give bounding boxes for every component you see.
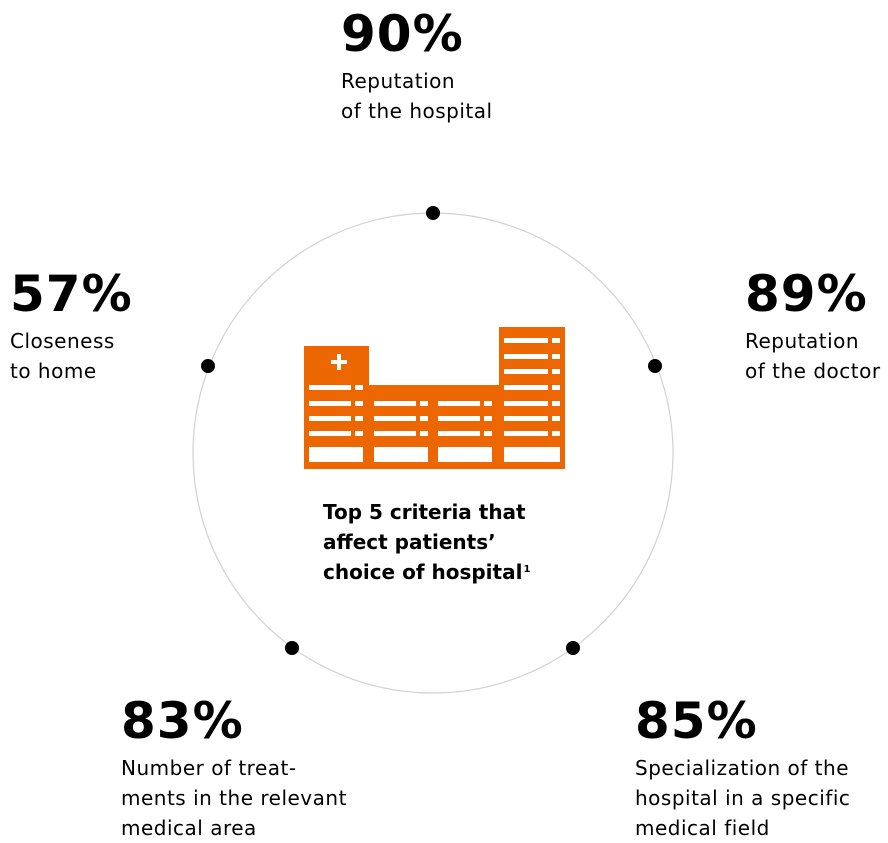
center-title-line: affect patients’ [323,530,496,554]
criterion-percent: 89% [745,265,868,323]
criterion-label-line: of the doctor [745,359,881,383]
criterion-label-line: ments in the relevant [121,786,347,810]
criterion-label: Reputation of the doctor [745,326,881,386]
node-dot-bottom-left [285,641,299,655]
criterion-reputation-hospital: 90% Reputation of the hospital [341,8,493,126]
criterion-percent: 90% [341,5,464,63]
criterion-label-line: to home [10,359,97,383]
criterion-label: Closeness to home [10,326,133,386]
criterion-label-line: Specialization of the [635,756,849,780]
center-title-line: Top 5 criteria that [323,500,526,524]
criterion-label-line: Reputation [341,69,456,93]
criterion-percent: 57% [10,265,133,323]
node-dot-top [426,206,440,220]
node-dot-bottom-right [566,641,580,655]
criterion-label-line: Closeness [10,329,115,353]
center-title: Top 5 criteria that affect patients’ cho… [323,497,530,587]
node-dot-right [648,359,662,373]
criterion-label: Specialization of the hospital in a spec… [635,753,850,843]
center-title-text: choice of hospital [323,560,523,584]
criterion-label-line: of the hospital [341,99,493,123]
footnote-marker: 1 [523,564,531,575]
criterion-percent: 85% [635,692,758,750]
criterion-label-line: medical area [121,816,257,840]
criterion-label-line: Reputation [745,329,860,353]
criterion-specialization: 85% Specialization of the hospital in a … [635,695,850,843]
center-title-line: choice of hospital1 [323,557,530,587]
criterion-label: Number of treat- ments in the relevant m… [121,753,347,843]
criterion-label-line: medical field [635,816,770,840]
criterion-percent: 83% [121,692,244,750]
criterion-closeness-home: 57% Closeness to home [10,268,133,386]
criterion-reputation-doctor: 89% Reputation of the doctor [745,268,881,386]
criterion-label-line: Number of treat- [121,756,297,780]
hospital-building-icon [304,327,565,469]
criterion-label: Reputation of the hospital [341,66,493,126]
node-dot-left [201,359,215,373]
criterion-number-of-treatments: 83% Number of treat- ments in the releva… [121,695,347,843]
criterion-label-line: hospital in a specific [635,786,851,810]
